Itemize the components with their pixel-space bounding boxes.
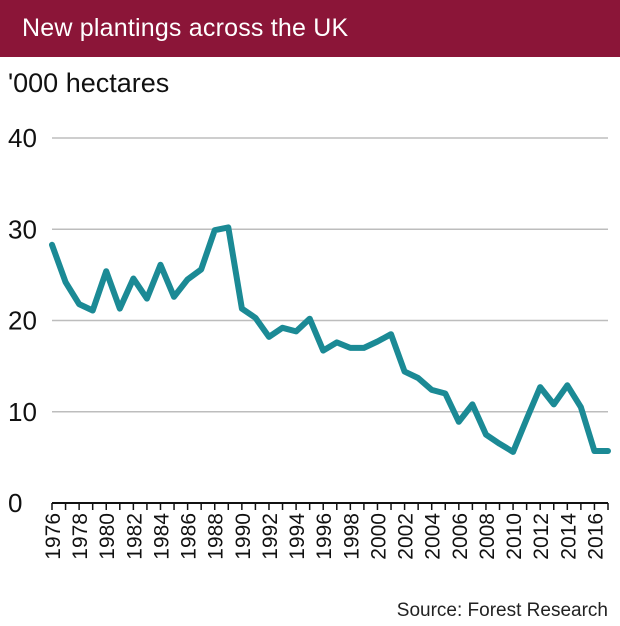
- x-tick-label: 1982: [123, 513, 146, 560]
- x-tick-label: 1992: [259, 513, 282, 560]
- x-tick-label: 1980: [96, 513, 119, 560]
- grid-lines: [52, 137, 608, 413]
- x-axis-ticks: 1976 1978 1980 1982 1984 1986 1988 1990 1992 1994…: [42, 513, 607, 560]
- source-note: Source: Forest Research: [396, 600, 608, 621]
- x-tick-label: 1990: [232, 513, 255, 560]
- x-tick-label: 1986: [178, 513, 201, 560]
- x-tick-label: 2008: [476, 513, 499, 560]
- series-line-0: [49, 224, 611, 455]
- y-tick-label: 40: [8, 123, 37, 153]
- y-tick-label: 0: [8, 488, 22, 518]
- x-tick-label: 2006: [449, 513, 472, 560]
- x-tick-label: 1984: [150, 513, 173, 560]
- series-layer: [49, 224, 611, 455]
- y-axis-unit-label: '000 hectares: [8, 68, 170, 98]
- x-tick-label: 2012: [530, 513, 553, 560]
- x-tick-label: 1996: [313, 513, 336, 560]
- y-axis-ticks: 0 10 20 30 40: [8, 123, 37, 518]
- x-tick-label: 2010: [503, 513, 526, 560]
- x-tick-label: 2016: [584, 513, 607, 560]
- x-tick-label: 2014: [557, 513, 580, 560]
- y-tick-label: 20: [8, 306, 37, 336]
- y-tick-label: 10: [8, 397, 37, 427]
- x-tick-label: 1988: [205, 513, 228, 560]
- chart-title: New plantings across the UK: [0, 0, 620, 57]
- x-tick-label: 1978: [69, 513, 92, 560]
- x-tick-label: 1998: [340, 513, 363, 560]
- x-tick-label: 1994: [286, 513, 309, 560]
- y-tick-label: 30: [8, 214, 37, 244]
- x-tick-label: 1976: [42, 513, 65, 560]
- x-tick-label: 2000: [367, 513, 390, 560]
- x-tick-label: 2004: [422, 513, 445, 560]
- x-tick-label: 2002: [395, 513, 418, 560]
- x-axis: [51, 502, 609, 510]
